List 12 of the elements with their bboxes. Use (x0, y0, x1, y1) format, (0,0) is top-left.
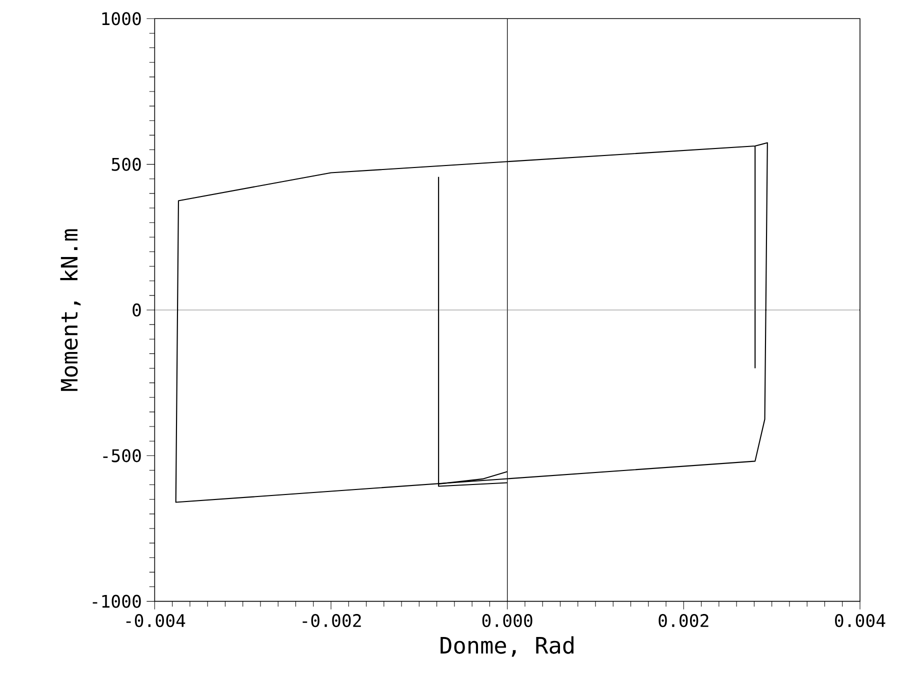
x-tick-label: -0.002 (302, 614, 361, 628)
y-axis-title: Moment, kN.m (60, 229, 81, 391)
y-tick-label: 1000 (102, 12, 141, 26)
y-tick-label: -500 (103, 449, 141, 462)
x-tick-label: 0.004 (835, 614, 886, 628)
y-tick-label: -1000 (92, 594, 141, 608)
y-tick-label: 0 (132, 303, 141, 317)
x-tick-label: 0.000 (482, 614, 532, 628)
x-tick-label: 0.002 (658, 614, 708, 628)
y-tick-label: 500 (112, 158, 141, 171)
x-axis-title: Donme, Rad (440, 636, 574, 657)
x-tick-label: -0.004 (126, 614, 186, 628)
